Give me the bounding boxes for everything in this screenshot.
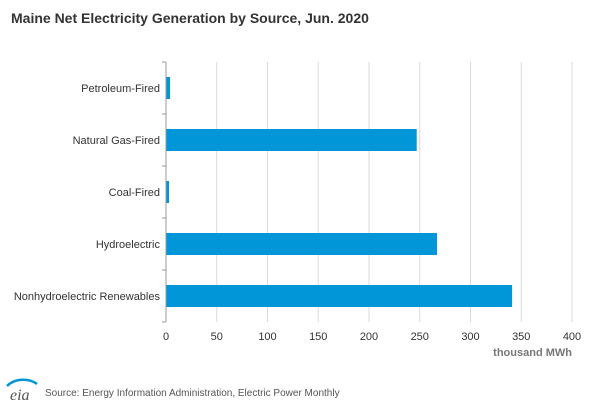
x-tick-label: 250 [411, 331, 429, 343]
category-label: Petroleum-Fired [81, 83, 160, 95]
logo-swoosh-icon [6, 378, 38, 387]
category-label: Natural Gas-Fired [73, 135, 160, 147]
x-tick-label: 0 [163, 331, 169, 343]
bar [166, 129, 417, 151]
category-label: Hydroelectric [96, 239, 161, 251]
x-axis-title: thousand MWh [493, 347, 572, 359]
bar [166, 77, 171, 99]
x-tick-label: 350 [512, 331, 530, 343]
x-tick-label: 150 [309, 331, 327, 343]
bar [166, 233, 438, 255]
chart-title: Maine Net Electricity Generation by Sour… [11, 10, 369, 26]
x-tick-label: 200 [360, 331, 378, 343]
bar [166, 181, 170, 203]
bar [166, 285, 513, 307]
grid-lines [216, 62, 573, 322]
source-note: Source: Energy Information Administratio… [45, 388, 340, 399]
category-label: Coal-Fired [109, 187, 160, 199]
footer: eia Source: Energy Information Administr… [0, 378, 612, 408]
category-label: Nonhydroelectric Renewables [14, 291, 161, 303]
x-tick-label: 50 [211, 331, 223, 343]
bar-chart: 0 50 100 150 200 250 300 350 400 Petroleum-Fired N… [14, 61, 581, 359]
x-tick-label: 400 [563, 331, 581, 343]
x-tick-label: 300 [461, 331, 479, 343]
logo-text: eia [10, 387, 30, 404]
labels: 0 50 100 150 200 250 300 350 400 Petroleum-Fired N… [14, 83, 581, 359]
axes [162, 61, 167, 323]
bars [166, 77, 513, 307]
eia-logo: eia [6, 378, 38, 404]
x-tick-label: 100 [258, 331, 276, 343]
